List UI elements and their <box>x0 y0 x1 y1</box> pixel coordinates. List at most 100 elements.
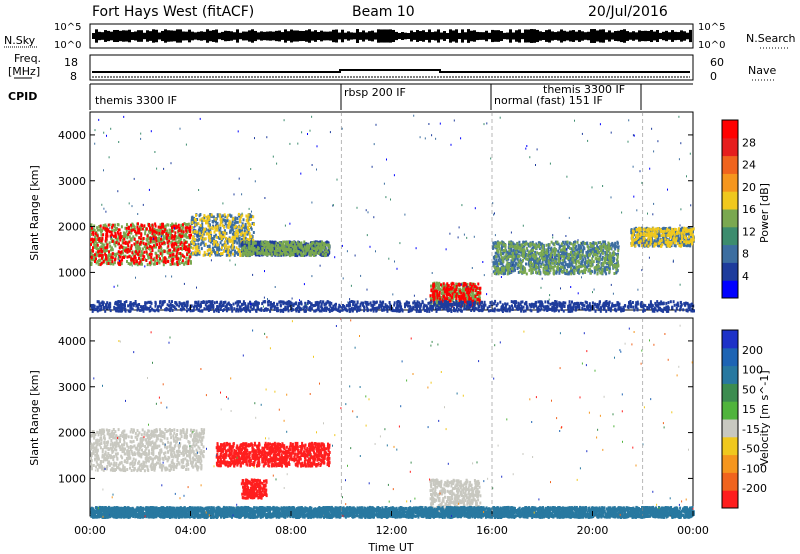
power-cell <box>267 249 270 253</box>
power-cell <box>193 231 196 235</box>
power-cell <box>577 245 580 249</box>
power-cell <box>492 245 494 249</box>
power-cell <box>568 271 571 274</box>
power-cell-peak <box>256 252 259 255</box>
power-cell-peak <box>146 246 149 250</box>
noise-bar <box>545 30 548 42</box>
power-cell-peak <box>206 249 209 253</box>
power-cell-peak <box>578 264 581 268</box>
power-cell <box>124 232 127 236</box>
power-cell <box>430 298 432 301</box>
power-cell <box>117 235 120 239</box>
power-cell <box>244 243 247 247</box>
power-cell-peak <box>538 252 541 255</box>
power-cell-peak <box>604 244 607 248</box>
noise-bar <box>122 30 125 42</box>
freq-label-line2: [MHz] <box>8 65 40 78</box>
power-cell <box>179 229 182 233</box>
power-cell-peak <box>318 251 321 255</box>
power-cell-peak <box>161 242 164 246</box>
power-cell-peak <box>210 251 213 255</box>
freq-trace <box>92 69 690 73</box>
power-cell-peak <box>245 214 248 218</box>
power-cell-peak <box>477 282 480 286</box>
power-cell <box>196 234 199 238</box>
power-cell <box>121 251 124 255</box>
power-cell <box>120 262 123 266</box>
power-cell <box>185 256 188 260</box>
power-cell <box>214 219 217 223</box>
power-cell-peak <box>123 237 126 241</box>
power-cell-peak <box>549 264 551 268</box>
power-cell-peak <box>163 256 166 260</box>
power-cell-peak <box>135 250 137 254</box>
power-cell-peak <box>134 256 137 260</box>
power-cell <box>90 228 93 232</box>
power-cell-peak <box>615 268 618 272</box>
power-cell-peak <box>576 251 579 255</box>
power-cell-peak <box>205 219 208 223</box>
power-cell <box>683 242 686 246</box>
power-cell-peak <box>135 260 138 264</box>
power-cell <box>234 218 237 222</box>
power-cell-peak <box>194 223 197 227</box>
power-cell <box>170 241 173 245</box>
power-cell-peak <box>517 254 519 258</box>
power-cell-peak <box>520 264 523 268</box>
power-cell-peak <box>124 249 127 253</box>
power-cell-peak <box>439 297 442 301</box>
power-cell <box>193 239 196 243</box>
power-cell <box>580 263 583 266</box>
power-cell-peak <box>260 250 263 254</box>
power-cell-peak <box>111 252 114 256</box>
power-cell <box>563 259 566 263</box>
power-cell-peak <box>176 250 179 254</box>
power-cell-peak <box>207 248 210 252</box>
power-cell <box>190 242 193 246</box>
power-cell <box>154 242 157 246</box>
power-cell-peak <box>440 283 442 287</box>
power-cell <box>603 266 606 270</box>
noise-bar <box>176 29 179 43</box>
power-cell <box>143 244 146 248</box>
power-cell <box>235 251 238 255</box>
power-cell <box>201 227 204 231</box>
noise-bar <box>407 32 410 40</box>
power-cell-peak <box>94 260 96 263</box>
power-cell <box>560 267 562 271</box>
power-cell-peak <box>586 245 589 248</box>
power-cell-peak <box>203 250 206 254</box>
power-cell <box>135 233 138 237</box>
power-cell-peak <box>507 269 510 273</box>
noise-bar <box>404 32 407 40</box>
power-cell-peak <box>278 247 281 250</box>
power-cell <box>447 296 450 300</box>
power-cell <box>146 252 148 256</box>
power-cell-peak <box>530 242 533 246</box>
freq-label-line1: Freq. <box>14 52 41 65</box>
power-cell-peak <box>131 251 134 255</box>
power-cell <box>501 252 504 256</box>
power-cell-peak <box>288 254 291 258</box>
power-cell-peak <box>219 252 222 256</box>
power-cell-peak <box>158 246 161 250</box>
power-cell-peak <box>521 244 524 248</box>
power-cell-peak <box>248 246 251 250</box>
power-cell-peak <box>580 249 583 253</box>
power-cell <box>453 293 456 297</box>
power-cell-peak <box>449 286 452 289</box>
power-cell <box>294 254 297 257</box>
power-cell-peak <box>111 260 114 264</box>
noise-bar <box>431 32 434 40</box>
power-cell-peak <box>615 258 618 262</box>
noise-bar <box>674 31 677 41</box>
power-cell-peak <box>468 291 471 295</box>
power-cell <box>638 244 641 248</box>
power-cell-peak <box>194 246 197 250</box>
power-cell-peak <box>285 241 288 245</box>
power-cell <box>575 244 578 248</box>
power-cell <box>502 272 505 276</box>
power-cell-peak <box>155 254 158 258</box>
power-cell <box>228 213 231 217</box>
power-cell-peak <box>275 246 278 250</box>
